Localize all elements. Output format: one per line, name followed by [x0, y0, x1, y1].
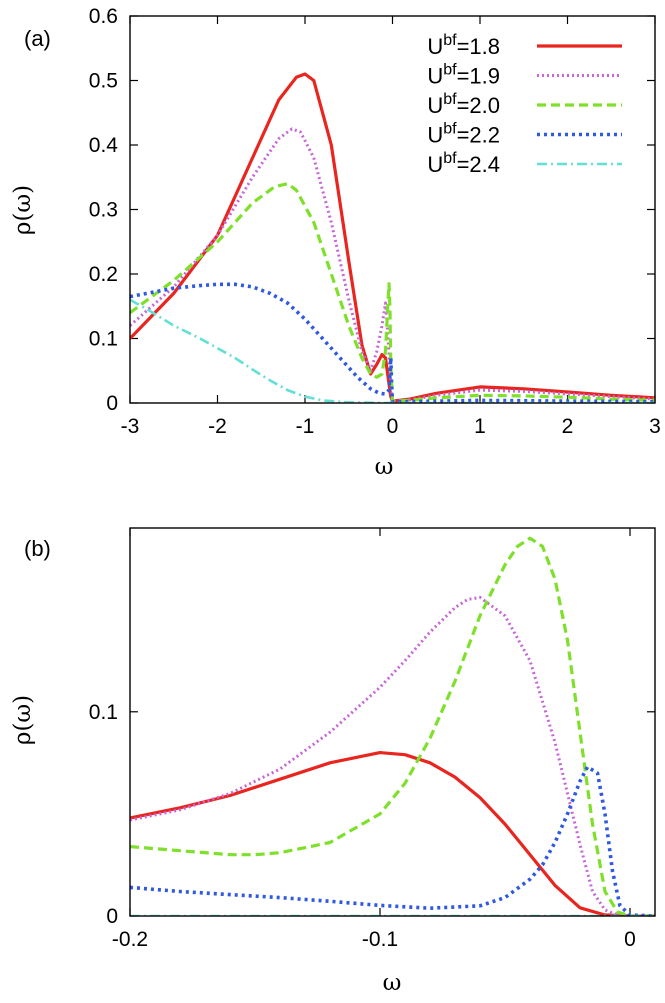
panel-a-xlabel: ω — [375, 454, 394, 480]
y-tick-label: 0.5 — [89, 70, 118, 93]
panel-a-ylabel: ρ(ω) — [10, 185, 36, 235]
legend-label: Ubf=1.9 — [427, 62, 500, 89]
legend-entry: Ubf=1.9 — [427, 62, 622, 89]
y-tick-label: 0.2 — [89, 263, 118, 286]
panel-b-ylabel: ρ(ω) — [10, 695, 36, 745]
series-line — [130, 765, 655, 916]
series-line — [130, 282, 655, 403]
series-line — [130, 182, 655, 403]
series-line — [130, 536, 655, 916]
y-tick-label: 0.4 — [89, 134, 119, 157]
panel-b-label: (b) — [24, 536, 51, 561]
y-tick-label: 0.1 — [89, 701, 118, 724]
y-tick-label: 0.1 — [89, 328, 118, 351]
x-tick-label: 2 — [562, 415, 574, 438]
y-tick-label: 0 — [106, 392, 118, 415]
series-line — [130, 298, 655, 403]
series-line — [130, 72, 655, 403]
x-tick-label: -1 — [296, 415, 315, 438]
legend-label: Ubf=2.0 — [427, 91, 500, 118]
x-tick-label: -0.1 — [362, 928, 398, 951]
x-tick-label: 0 — [387, 415, 399, 438]
series-line — [130, 127, 655, 403]
x-tick-label: -2 — [208, 415, 227, 438]
y-tick-label: 0.3 — [89, 199, 118, 222]
x-tick-label: 1 — [474, 415, 486, 438]
x-tick-label: -0.2 — [112, 928, 148, 951]
series-line — [130, 750, 655, 916]
panel-b-xlabel: ω — [383, 970, 402, 996]
panel-b-ticks: -0.2 -0.1 0 0 0.1 — [89, 528, 655, 951]
x-tick-label: 3 — [649, 415, 661, 438]
panel-b-frame — [129, 527, 656, 917]
panel-a: (a) ρ(ω) ω -3 -2 -1 0 1 2 3 0 0.1 0.2 0.3 0.4 0.5 0.6… — [10, 5, 661, 480]
panel-a-frame — [129, 15, 656, 404]
y-tick-label: 0 — [106, 905, 118, 928]
y-tick-label: 0.6 — [89, 5, 118, 28]
legend-entry: Ubf=2.0 — [427, 91, 622, 118]
legend-entry: Ubf=2.2 — [427, 121, 622, 148]
panel-a-ticks: -3 -2 -1 0 1 2 3 0 0.1 0.2 0.3 0.4 0.5 0.6 — [89, 5, 661, 438]
legend-label: Ubf=1.8 — [427, 32, 500, 59]
panel-b: (b) ρ(ω) ω -0.2 -0.1 0 0 0.1 — [10, 527, 656, 996]
legend-label: Ubf=2.2 — [427, 121, 500, 148]
x-tick-label: 0 — [624, 928, 636, 951]
legend-label: Ubf=2.4 — [427, 150, 500, 177]
x-tick-label: -3 — [121, 415, 140, 438]
panel-a-lines — [130, 72, 655, 403]
panel-b-lines — [130, 536, 655, 916]
panel-a-label: (a) — [24, 26, 51, 51]
series-line — [130, 595, 655, 916]
legend-entry: Ubf=1.8 — [427, 32, 622, 59]
legend-entry: Ubf=2.4 — [427, 150, 622, 177]
